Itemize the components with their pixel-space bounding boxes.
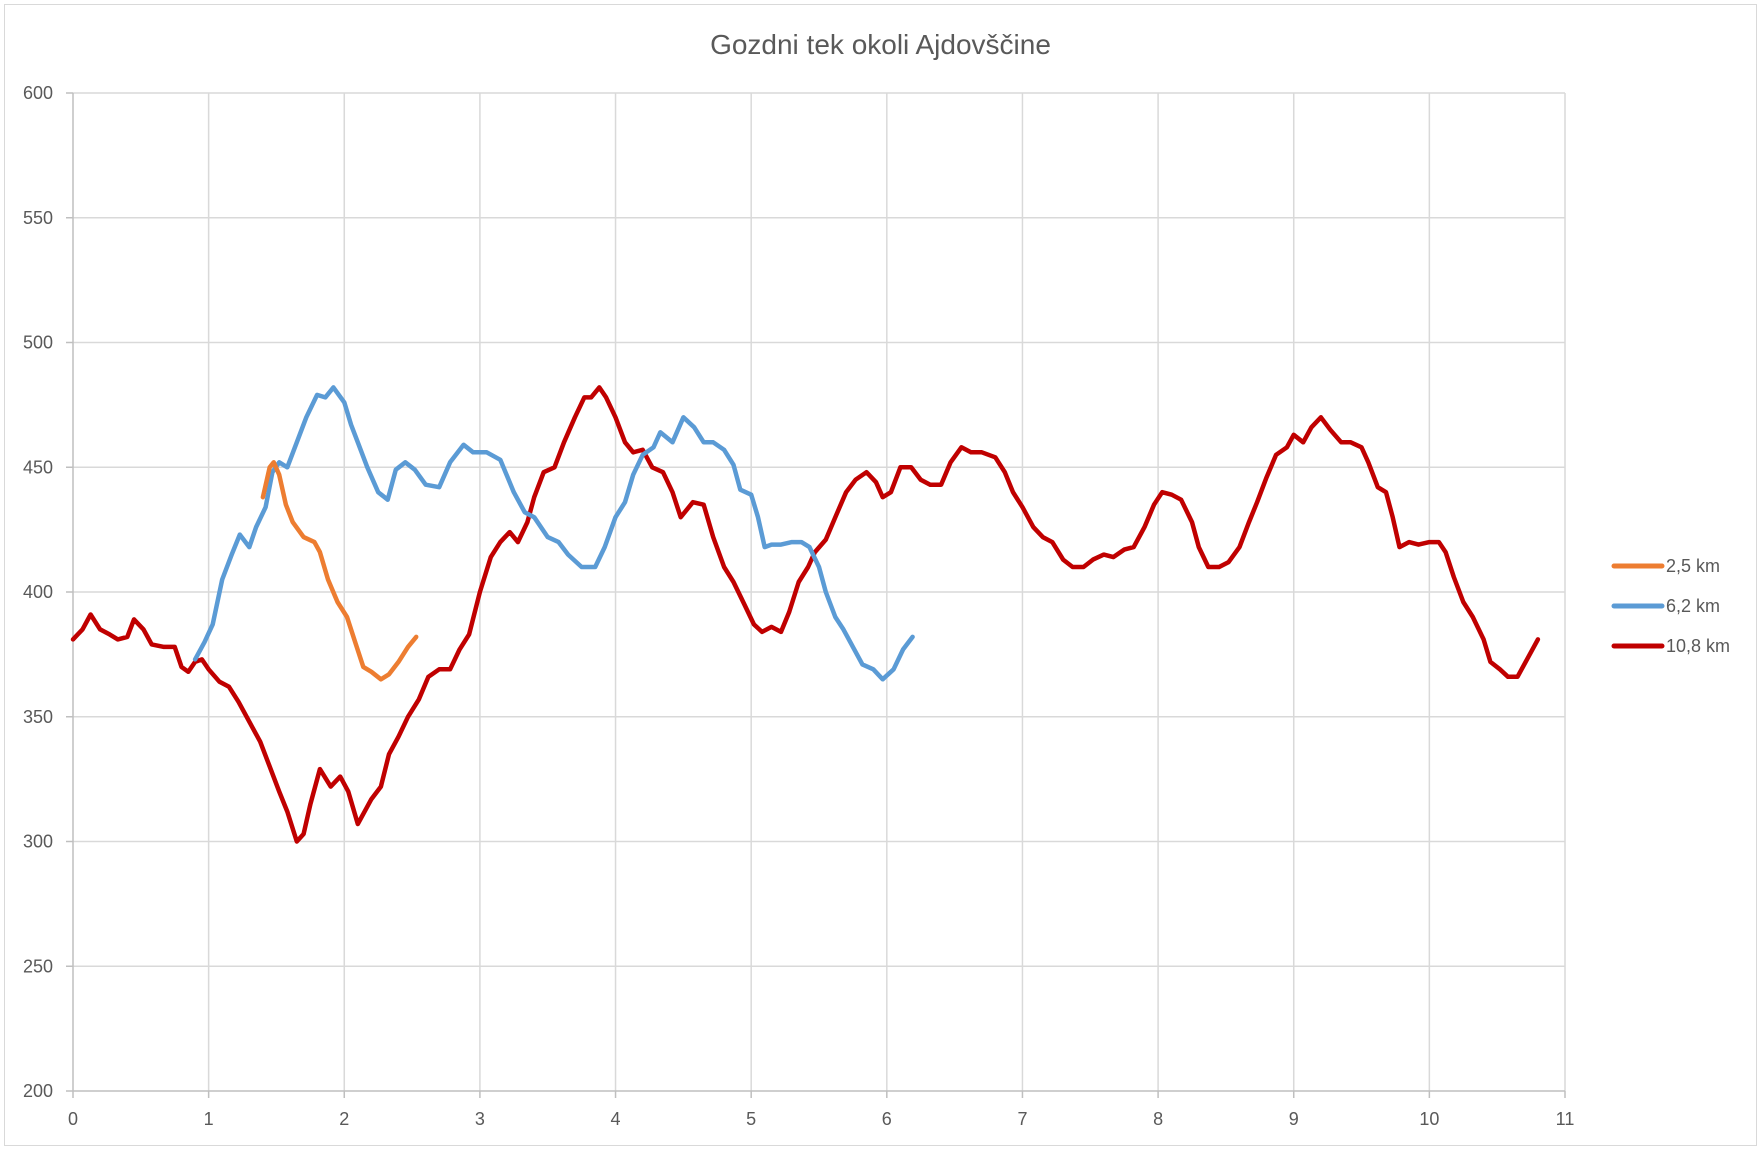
series-line-2 [192, 385, 915, 682]
chart-title: Gozdni tek okoli Ajdovščine [710, 29, 1051, 60]
x-axis-tick-labels: 0 1 2 3 4 5 6 7 8 9 10 11 [68, 1109, 1574, 1129]
legend-label: 2,5 km [1666, 556, 1720, 576]
x-tick-label: 3 [475, 1109, 485, 1129]
legend: 2,5 km 6,2 km 10,8 km [1611, 556, 1730, 656]
y-tick-label: 600 [23, 83, 53, 103]
chart-frame: Gozdni tek okoli Ajdovščine [4, 4, 1757, 1146]
x-tick-label: 1 [204, 1109, 214, 1129]
legend-label: 10,8 km [1666, 636, 1730, 656]
y-tick-label: 350 [23, 707, 53, 727]
x-tick-label: 0 [68, 1109, 78, 1129]
x-tick-label: 11 [1556, 1109, 1575, 1129]
x-tick-label: 9 [1289, 1109, 1299, 1129]
legend-label: 6,2 km [1666, 596, 1720, 616]
series-line-3 [70, 385, 1541, 844]
x-tick-label: 2 [339, 1109, 349, 1129]
y-axis-tick-labels: 200 250 300 350 400 450 500 550 600 [23, 83, 53, 1101]
x-tick-label: 10 [1419, 1109, 1439, 1129]
x-tick-label: 8 [1153, 1109, 1163, 1129]
y-tick-label: 500 [23, 333, 53, 353]
y-tick-label: 250 [23, 956, 53, 976]
y-tick-label: 200 [23, 1081, 53, 1101]
x-tick-label: 4 [611, 1109, 621, 1129]
x-tick-label: 5 [746, 1109, 756, 1129]
gridlines [73, 92, 1566, 1091]
series-lines [70, 385, 1541, 844]
series-line-1 [260, 460, 419, 682]
x-tick-label: 7 [1017, 1109, 1027, 1129]
y-tick-label: 450 [23, 457, 53, 477]
axes [66, 92, 1566, 1098]
x-tick-label: 6 [882, 1109, 892, 1129]
y-tick-label: 550 [23, 208, 53, 228]
y-tick-label: 400 [23, 582, 53, 602]
y-tick-label: 300 [23, 832, 53, 852]
